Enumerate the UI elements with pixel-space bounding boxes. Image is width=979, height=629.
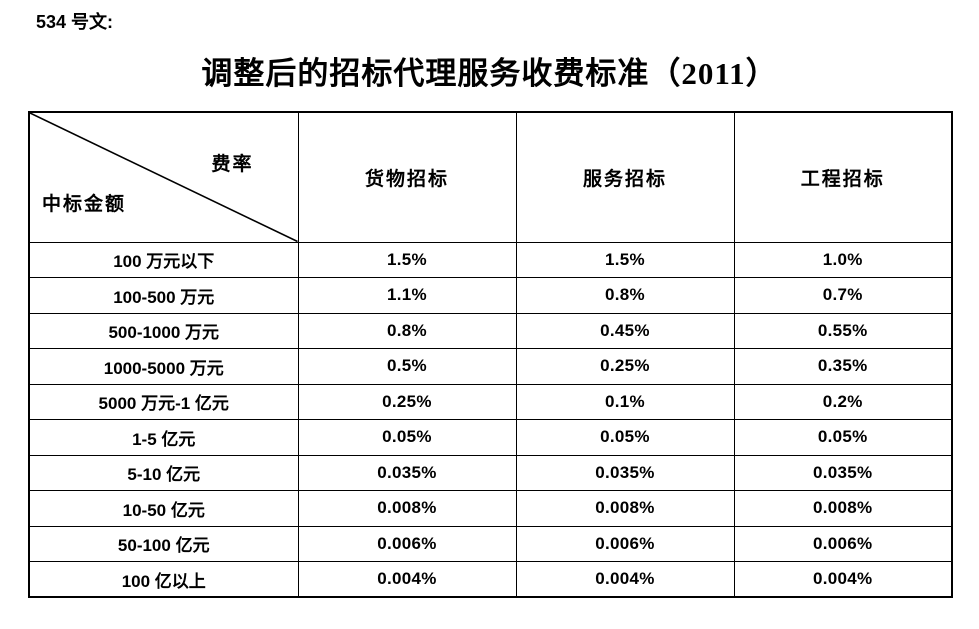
rate-value-cell: 0.05% [297, 419, 517, 456]
table-row: 100 亿以上 0.004% 0.004% 0.004% [28, 561, 953, 598]
table-row: 500-1000 万元 0.8% 0.45% 0.55% [28, 312, 953, 349]
table-row: 10-50 亿元 0.008% 0.008% 0.008% [28, 490, 953, 527]
rate-value-cell: 0.008% [297, 490, 517, 527]
rate-value-cell: 0.006% [733, 525, 953, 562]
table-row: 100 万元以下 1.5% 1.5% 1.0% [28, 241, 953, 278]
fee-rate-table: 费率 中标金额 货物招标 服务招标 工程招标 100 万元以下 1.5% 1.5% 1… [28, 111, 953, 598]
row-label-cell: 1-5 亿元 [28, 419, 299, 456]
rate-value-cell: 0.55% [733, 312, 953, 349]
rate-value-cell: 0.035% [297, 454, 517, 491]
rate-value-cell: 0.45% [515, 312, 735, 349]
rate-value-cell: 1.5% [297, 241, 517, 278]
rate-value-cell: 0.006% [297, 525, 517, 562]
rate-value-cell: 1.1% [297, 277, 517, 314]
rate-value-cell: 0.05% [515, 419, 735, 456]
rate-value-cell: 0.05% [733, 419, 953, 456]
row-label-cell: 100 万元以下 [28, 241, 299, 278]
rate-value-cell: 0.35% [733, 348, 953, 385]
table-row: 5-10 亿元 0.035% 0.035% 0.035% [28, 454, 953, 491]
column-header-engineering: 工程招标 [733, 111, 953, 243]
rate-value-cell: 0.7% [733, 277, 953, 314]
table-row: 100-500 万元 1.1% 0.8% 0.7% [28, 277, 953, 314]
rate-value-cell: 0.2% [733, 383, 953, 420]
rate-value-cell: 0.8% [515, 277, 735, 314]
rate-value-cell: 0.1% [515, 383, 735, 420]
rate-value-cell: 0.8% [297, 312, 517, 349]
corner-rate-label: 费率 [211, 154, 254, 175]
rate-value-cell: 0.004% [297, 561, 517, 598]
row-label-cell: 500-1000 万元 [28, 312, 299, 349]
row-label-cell: 100-500 万元 [28, 277, 299, 314]
page-title: 调整后的招标代理服务收费标准（2011） [201, 56, 778, 91]
row-label-cell: 5-10 亿元 [28, 454, 299, 491]
row-label-cell: 50-100 亿元 [28, 525, 299, 562]
doc-number-label: 534 号文: [36, 12, 114, 32]
header-row: 费率 中标金额 货物招标 服务招标 工程招标 [28, 111, 953, 243]
corner-amount-label: 中标金额 [42, 193, 127, 215]
table-row: 5000 万元-1 亿元 0.25% 0.1% 0.2% [28, 383, 953, 420]
row-label-cell: 5000 万元-1 亿元 [28, 383, 299, 420]
rate-value-cell: 0.035% [515, 454, 735, 491]
rate-value-cell: 0.006% [515, 525, 735, 562]
table-row: 50-100 亿元 0.006% 0.006% 0.006% [28, 525, 953, 562]
table-row: 1-5 亿元 0.05% 0.05% 0.05% [28, 419, 953, 456]
rate-value-cell: 1.5% [515, 241, 735, 278]
rate-value-cell: 1.0% [733, 241, 953, 278]
rate-value-cell: 0.004% [515, 561, 735, 598]
column-header-goods: 货物招标 [297, 111, 517, 243]
corner-header-cell: 费率 中标金额 [28, 111, 299, 243]
column-header-services: 服务招标 [515, 111, 735, 243]
table-row: 1000-5000 万元 0.5% 0.25% 0.35% [28, 348, 953, 385]
rate-value-cell: 0.5% [297, 348, 517, 385]
row-label-cell: 1000-5000 万元 [28, 348, 299, 385]
rate-value-cell: 0.035% [733, 454, 953, 491]
table-body: 100 万元以下 1.5% 1.5% 1.0% 100-500 万元 1.1% 0.8% 0.… [28, 241, 953, 598]
diagonal-line-icon [30, 113, 298, 242]
rate-value-cell: 0.25% [515, 348, 735, 385]
rate-value-cell: 0.004% [733, 561, 953, 598]
rate-value-cell: 0.008% [515, 490, 735, 527]
row-label-cell: 100 亿以上 [28, 561, 299, 598]
rate-value-cell: 0.25% [297, 383, 517, 420]
row-label-cell: 10-50 亿元 [28, 490, 299, 527]
rate-value-cell: 0.008% [733, 490, 953, 527]
